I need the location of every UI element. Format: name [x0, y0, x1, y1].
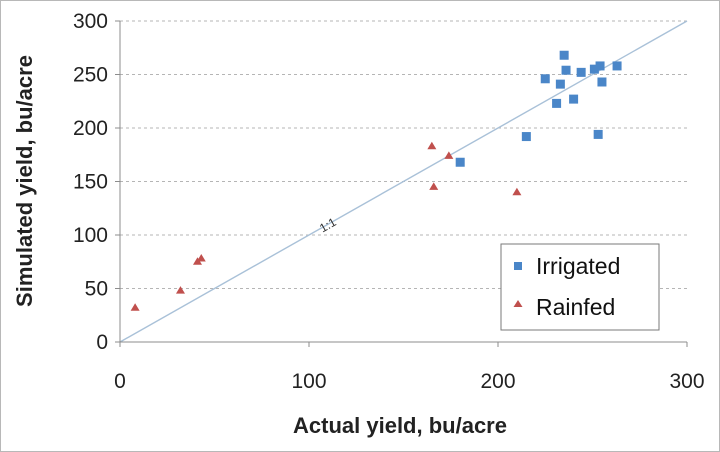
x-tick-label-100: 100 — [291, 370, 326, 393]
irrigated-point-9 — [589, 64, 599, 74]
irrigated-point-10 — [593, 129, 603, 139]
irrigated-point-7 — [569, 94, 579, 104]
irrigated-point-13 — [612, 61, 622, 71]
irrigated-point-6 — [561, 65, 571, 75]
rainfed-point-0 — [130, 303, 140, 311]
rainfed-point-1 — [175, 286, 185, 294]
y-tick-label-200: 200 — [73, 117, 108, 140]
rainfed-point-7 — [512, 187, 522, 196]
irrigated-point-5 — [559, 50, 569, 60]
rainfed-point-5 — [429, 182, 439, 190]
irrigated-point-0 — [455, 157, 465, 167]
x-tick-label-200: 200 — [480, 370, 515, 393]
y-tick-label-250: 250 — [73, 64, 108, 87]
y-axis-title: Simulated yield, bu/acre — [12, 55, 37, 307]
y-tick-label-150: 150 — [73, 171, 108, 194]
irrigated-point-1 — [521, 132, 531, 142]
legend-label-rainfed: Rainfed — [536, 294, 615, 320]
y-tick-label-100: 100 — [73, 224, 108, 247]
legend-label-irrigated: Irrigated — [536, 253, 620, 279]
rainfed-point-4 — [427, 141, 437, 150]
x-tick-label-300: 300 — [669, 370, 704, 393]
irrigated-point-11 — [595, 61, 605, 71]
legend-marker-rainfed — [513, 300, 523, 307]
y-tick-label-0: 0 — [96, 331, 108, 354]
data-points — [130, 50, 622, 311]
irrigated-point-3 — [552, 98, 562, 108]
rainfed-point-6 — [444, 151, 454, 159]
irrigated-point-2 — [540, 74, 550, 84]
irrigated-point-12 — [597, 77, 607, 87]
irrigated-point-4 — [555, 79, 565, 89]
y-tick-label-50: 50 — [85, 278, 108, 301]
y-tick-label-300: 300 — [73, 10, 108, 33]
legend: Irrigated Rainfed — [500, 243, 660, 331]
legend-marker-irrigated — [514, 262, 522, 270]
reference-line-1-1 — [119, 20, 688, 343]
x-axis-title: Actual yield, bu/acre — [293, 413, 507, 438]
rainfed-point-3 — [196, 254, 206, 262]
tick-labels: 0 50 100 150 200 250 300 0 100 200 300 — [73, 10, 705, 393]
x-tick-label-0: 0 — [114, 370, 126, 393]
axes — [115, 20, 688, 347]
irrigated-point-8 — [576, 67, 586, 77]
legend-box — [500, 243, 660, 331]
